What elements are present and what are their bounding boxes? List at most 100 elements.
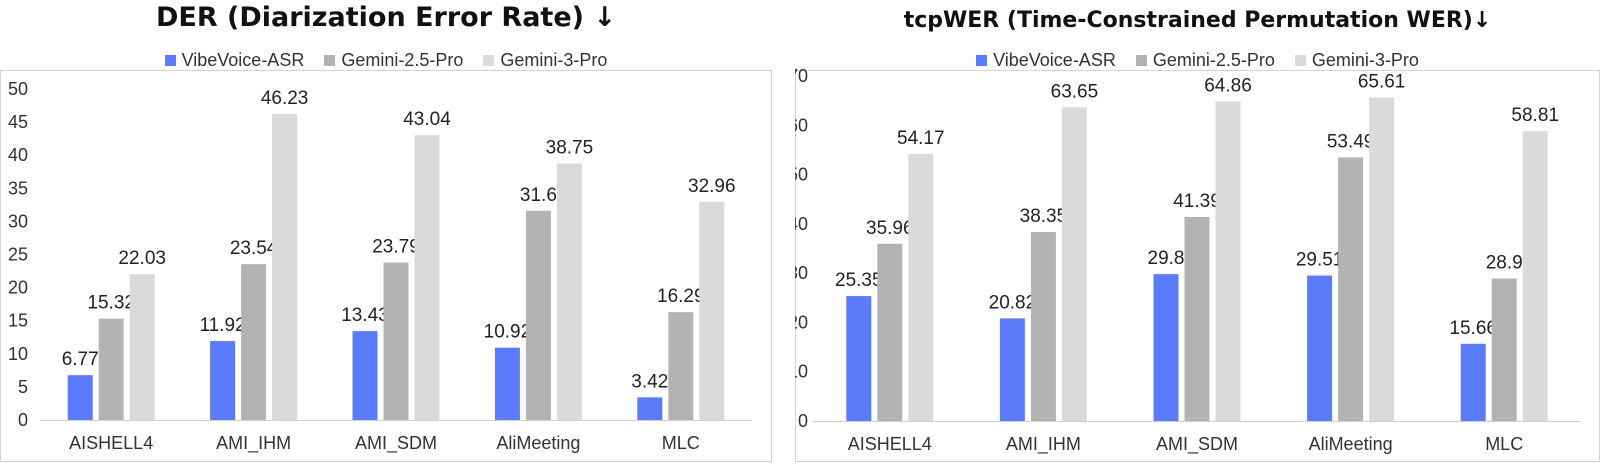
tcpwer-bar-vibevoice-asr-ami-sdm — [1153, 274, 1179, 421]
tcpwer-bar-gemini-2-5-pro-aishell4 — [877, 243, 903, 421]
der-bar-gemini-2-5-pro-ami-ihm — [241, 264, 267, 420]
tcpwer-data-label: 29.51 — [1296, 250, 1344, 271]
tcpwer-data-label: 54.17 — [897, 128, 945, 149]
der-data-label: 38.75 — [546, 137, 594, 158]
der-data-label: 32.96 — [688, 176, 736, 197]
tcpwer-data-label: 53.49 — [1327, 131, 1375, 152]
tcpwer-bar-gemini-3-pro-mlc — [1522, 131, 1548, 422]
tcpwer-y-tick-label: 40 — [795, 214, 808, 234]
der-legend-item-gemini-3: Gemini-3-Pro — [483, 50, 607, 71]
legend-swatch — [1294, 55, 1306, 66]
tcpwer-data-label: 20.82 — [989, 292, 1037, 313]
der-data-label: 15.32 — [87, 293, 135, 314]
tcpwer-y-tick-label: 20 — [795, 312, 808, 332]
tcpwer-chart-title: tcpWER (Time-Constrained Permutation WER… — [903, 8, 1492, 33]
tcpwer-bar-gemini-3-pro-ami-sdm — [1215, 101, 1241, 421]
legend-swatch — [324, 55, 336, 66]
tcpwer-y-tick-label: 70 — [795, 66, 808, 86]
tcpwer-bar-vibevoice-asr-ami-ihm — [999, 318, 1025, 421]
tcpwer-y-tick-label: 50 — [795, 165, 808, 185]
legend-swatch — [976, 55, 988, 66]
der-y-tick-label: 5 — [18, 377, 28, 397]
tcpwer-bar-gemini-2-5-pro-ami-sdm — [1184, 217, 1210, 421]
der-y-tick-label: 15 — [8, 311, 28, 331]
der-data-label: 31.6 — [520, 185, 557, 206]
tcpwer-bar-gemini-2-5-pro-mlc — [1491, 278, 1517, 421]
der-bar-vibevoice-asr-mlc — [637, 397, 663, 420]
der-legend: VibeVoice-ASR Gemini-2.5-Pro Gemini-3-Pr… — [0, 50, 772, 71]
tcpwer-bar-gemini-3-pro-ami-ihm — [1061, 107, 1087, 422]
der-bar-gemini-3-pro-alimeeting — [556, 163, 582, 420]
tcpwer-data-label: 64.86 — [1204, 75, 1252, 96]
der-bar-gemini-3-pro-ami-ihm — [272, 113, 298, 420]
der-data-label: 23.54 — [230, 238, 278, 259]
der-x-tick-label: MLC — [662, 433, 700, 453]
der-bar-gemini-3-pro-mlc — [699, 201, 725, 420]
der-legend-item-gemini-25: Gemini-2.5-Pro — [324, 50, 463, 71]
der-data-label: 46.23 — [261, 88, 309, 109]
der-chart-panel: DER (Diarization Error Rate) ↓ VibeVoice… — [0, 0, 772, 472]
legend-swatch — [1135, 55, 1147, 66]
der-y-tick-label: 50 — [8, 79, 28, 99]
tcpwer-x-tick-label: AMI_SDM — [1156, 434, 1238, 455]
der-y-tick-label: 20 — [8, 278, 28, 298]
der-data-label: 23.79 — [372, 237, 420, 258]
der-bar-gemini-3-pro-ami-sdm — [414, 135, 440, 420]
der-bar-vibevoice-asr-alimeeting — [494, 347, 520, 420]
der-bar-vibevoice-asr-ami-sdm — [352, 331, 378, 420]
tcpwer-data-label: 35.96 — [866, 218, 914, 239]
der-bar-gemini-2-5-pro-aishell4 — [98, 318, 124, 420]
der-x-tick-label: AMI_IHM — [216, 433, 291, 454]
tcpwer-data-label: 41.39 — [1173, 191, 1221, 212]
der-chart-title: DER (Diarization Error Rate) ↓ — [155, 2, 617, 33]
tcpwer-data-label: 29.8 — [1148, 248, 1185, 269]
tcpwer-data-label: 25.35 — [835, 270, 883, 291]
tcpwer-y-tick-label: 0 — [798, 411, 808, 431]
der-bar-vibevoice-asr-aishell4 — [67, 375, 93, 420]
der-y-tick-label: 0 — [18, 410, 28, 430]
der-y-tick-label: 40 — [8, 145, 28, 165]
der-y-tick-label: 45 — [8, 112, 28, 132]
der-y-tick-label: 35 — [8, 178, 28, 198]
tcpwer-data-label: 15.66 — [1449, 318, 1497, 339]
tcpwer-legend-item-gemini-25: Gemini-2.5-Pro — [1135, 50, 1275, 71]
der-legend-item-vibevoice: VibeVoice-ASR — [164, 50, 304, 71]
tcpwer-legend-item-gemini-3: Gemini-3-Pro — [1294, 50, 1419, 71]
der-data-label: 3.42 — [631, 371, 668, 392]
der-bar-gemini-3-pro-aishell4 — [129, 274, 155, 420]
der-data-label: 6.77 — [62, 349, 99, 370]
der-y-tick-label: 10 — [8, 344, 28, 364]
tcpwer-data-label: 38.35 — [1020, 206, 1068, 227]
der-data-label: 22.03 — [118, 248, 166, 269]
der-y-tick-label: 25 — [8, 245, 28, 265]
tcpwer-x-tick-label: AliMeeting — [1309, 434, 1393, 454]
tcpwer-data-label: 65.61 — [1358, 72, 1406, 93]
legend-swatch — [164, 55, 176, 66]
tcpwer-data-label: 28.9 — [1486, 253, 1523, 274]
tcpwer-bar-gemini-3-pro-aishell4 — [908, 154, 934, 421]
tcpwer-data-label: 63.65 — [1051, 81, 1099, 102]
tcpwer-data-label: 58.81 — [1511, 105, 1559, 126]
tcpwer-legend-item-vibevoice: VibeVoice-ASR — [976, 50, 1116, 71]
tcpwer-plot: 0 10 20 30 40 50 60 70 25.35 20.82 29.8 29.51 15.66 3… — [795, 66, 1581, 455]
tcpwer-y-tick-label: 10 — [795, 362, 808, 382]
tcpwer-bar-gemini-2-5-pro-alimeeting — [1338, 157, 1364, 421]
tcpwer-bar-vibevoice-asr-alimeeting — [1307, 275, 1333, 421]
der-plot: 0 5 10 15 20 25 30 35 40 45 50 6.77 11.92 13.43 10.92 3… — [8, 79, 752, 454]
der-x-tick-label: AMI_SDM — [355, 433, 437, 454]
der-bar-vibevoice-asr-ami-ihm — [210, 341, 236, 420]
der-y-tick-label: 30 — [8, 211, 28, 231]
tcpwer-y-tick-label: 60 — [795, 115, 808, 135]
der-bar-gemini-2-5-pro-mlc — [668, 312, 694, 420]
tcpwer-bar-vibevoice-asr-aishell4 — [846, 296, 872, 421]
tcpwer-bar-vibevoice-asr-mlc — [1460, 343, 1486, 421]
tcpwer-y-tick-label: 30 — [795, 263, 808, 283]
tcpwer-x-tick-label: MLC — [1485, 434, 1523, 454]
der-data-label: 43.04 — [403, 109, 451, 130]
der-x-tick-label: AliMeeting — [496, 433, 580, 453]
der-x-tick-label: AISHELL4 — [69, 433, 153, 453]
tcpwer-bar-gemini-3-pro-alimeeting — [1369, 97, 1395, 422]
der-data-label: 11.92 — [200, 315, 246, 336]
tcpwer-chart-panel: tcpWER (Time-Constrained Permutation WER… — [795, 0, 1600, 472]
der-bar-gemini-2-5-pro-alimeeting — [525, 210, 551, 420]
